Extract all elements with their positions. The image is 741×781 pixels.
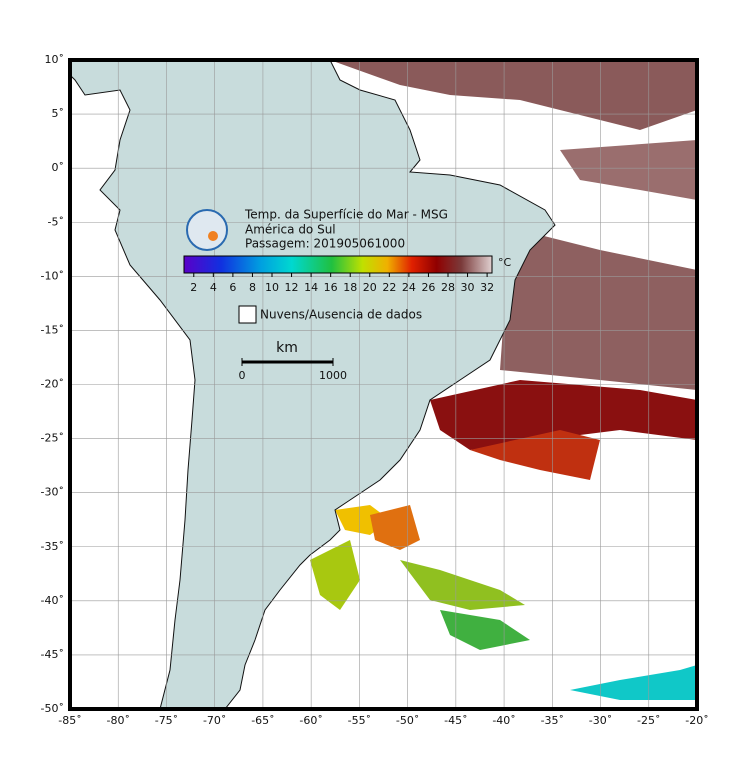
title-line: Passagem: 201905061000	[245, 237, 405, 251]
x-tick-label: -60˚	[299, 714, 322, 727]
grid	[70, 60, 697, 709]
colorbar-tick-label: 22	[382, 281, 396, 294]
x-tick-label: -45˚	[444, 714, 467, 727]
colorbar-tick-label: 30	[461, 281, 475, 294]
title-line: América do Sul	[245, 223, 336, 237]
colorbar-tick-label: 24	[402, 281, 416, 294]
x-tick-label: -20˚	[685, 714, 708, 727]
scale-tick-label: 0	[239, 369, 246, 382]
x-tick-label: -85˚	[58, 714, 81, 727]
y-tick-label: -20˚	[41, 378, 64, 391]
x-tick-label: -30˚	[589, 714, 612, 727]
colorbar	[183, 255, 493, 274]
x-tick-label: -35˚	[541, 714, 564, 727]
colorbar-tick-label: 8	[249, 281, 256, 294]
colorbar-tick-label: 20	[363, 281, 377, 294]
x-tick-label: -80˚	[106, 714, 129, 727]
x-tick-label: -40˚	[492, 714, 515, 727]
colorbar-unit: °C	[498, 256, 512, 269]
sst-warm	[330, 60, 697, 130]
sst-mid	[310, 540, 360, 610]
colorbar-tick-label: 16	[324, 281, 338, 294]
x-tick-label: -65˚	[251, 714, 274, 727]
x-tick-label: -70˚	[203, 714, 226, 727]
scale-unit: km	[276, 340, 298, 356]
x-tick-label: -25˚	[637, 714, 660, 727]
inpe-logo-dot	[208, 231, 218, 241]
x-tick-label: -55˚	[348, 714, 371, 727]
frame	[68, 58, 699, 711]
colorbar-tick-label: 26	[421, 281, 435, 294]
sst-mid	[440, 610, 530, 650]
title-line: Temp. da Superfície do Mar - MSG	[244, 208, 448, 222]
y-tick-label: 10˚	[45, 53, 65, 66]
x-tick-label: -75˚	[155, 714, 178, 727]
sst-warm	[560, 140, 697, 200]
x-tick-label: -50˚	[396, 714, 419, 727]
colorbar-tick-label: 10	[265, 281, 279, 294]
colorbar-tick-label: 2	[190, 281, 197, 294]
sst-warm	[500, 230, 697, 390]
y-tick-label: -35˚	[41, 540, 64, 553]
y-tick-label: -30˚	[41, 486, 64, 499]
legend-label: Nuvens/Ausencia de dados	[260, 308, 422, 322]
y-tick-label: -5˚	[48, 215, 64, 228]
y-tick-label: -40˚	[41, 594, 64, 607]
sst-mid	[400, 560, 525, 610]
y-tick-label: -10˚	[41, 269, 64, 282]
sst-hot	[430, 380, 697, 450]
colorbar-tick-label: 4	[210, 281, 217, 294]
sst-cold	[570, 665, 697, 700]
inpe-logo	[186, 209, 228, 251]
y-tick-label: -25˚	[41, 432, 64, 445]
colorbar-tick-label: 6	[229, 281, 236, 294]
y-tick-label: -15˚	[41, 323, 64, 336]
map-body	[70, 60, 697, 709]
y-tick-label: 5˚	[52, 107, 65, 120]
sst-hot	[470, 430, 600, 480]
colorbar-tick-label: 14	[304, 281, 318, 294]
colorbar-tick-label: 12	[285, 281, 299, 294]
scale-tick-label: 1000	[319, 369, 347, 382]
y-tick-label: -45˚	[41, 648, 64, 661]
y-tick-label: -50˚	[41, 702, 64, 715]
colorbar-tick-label: 32	[480, 281, 494, 294]
colorbar-tick-label: 28	[441, 281, 455, 294]
legend-swatch	[238, 305, 257, 324]
colorbar-tick-label: 18	[343, 281, 357, 294]
y-tick-label: 0˚	[52, 161, 65, 174]
